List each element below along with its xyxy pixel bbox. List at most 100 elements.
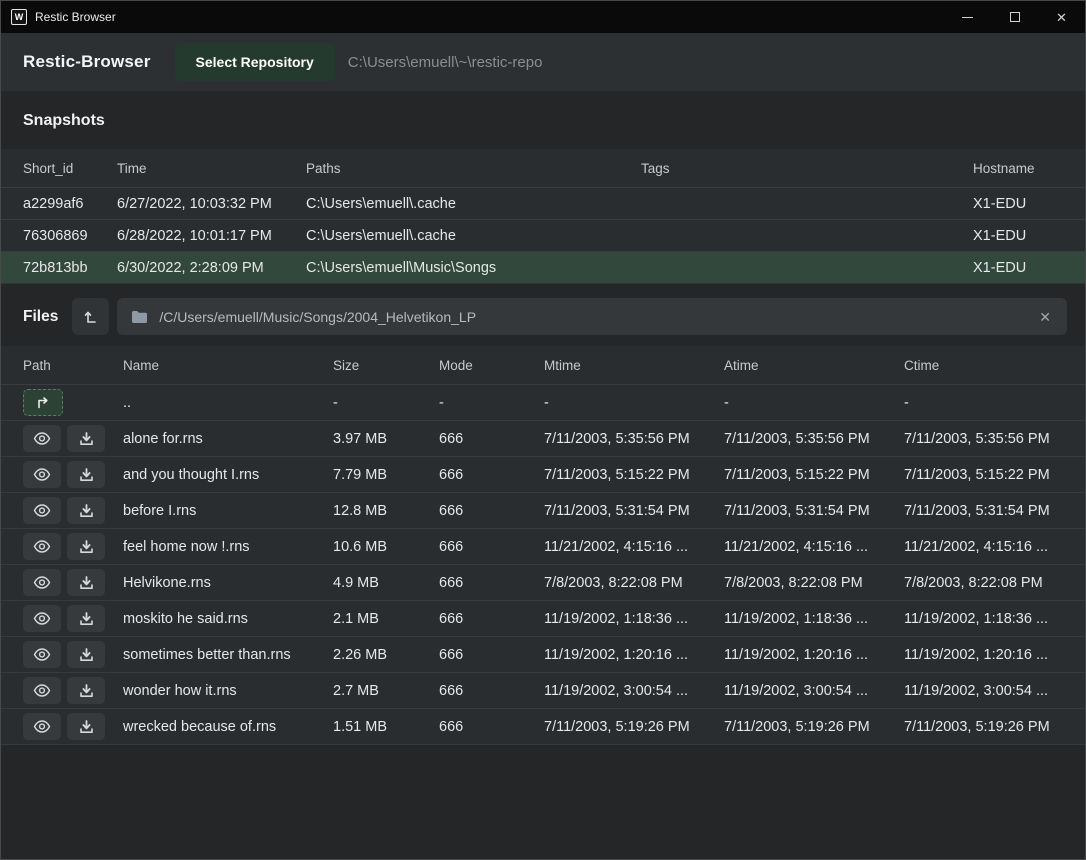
preview-file-button[interactable] (23, 497, 61, 524)
file-mode: 666 (439, 467, 544, 483)
column-header-size[interactable]: Size (333, 358, 439, 373)
file-row[interactable]: alone for.rns 3.97 MB 666 7/11/2003, 5:3… (1, 421, 1085, 457)
preview-file-button[interactable] (23, 569, 61, 596)
download-file-button[interactable] (67, 605, 105, 632)
file-mtime: 7/11/2003, 5:15:22 PM (544, 467, 724, 483)
file-row[interactable]: wrecked because of.rns 1.51 MB 666 7/11/… (1, 709, 1085, 745)
column-header-tags[interactable]: Tags (641, 161, 973, 176)
file-row-actions (23, 641, 123, 668)
file-mtime: 7/11/2003, 5:35:56 PM (544, 431, 724, 447)
download-file-button[interactable] (67, 497, 105, 524)
select-repository-button[interactable]: Select Repository (175, 43, 335, 81)
file-atime: 7/8/2003, 8:22:08 PM (724, 575, 904, 591)
column-header-paths[interactable]: Paths (306, 161, 641, 176)
maximize-button[interactable] (991, 1, 1038, 33)
file-mtime: 7/11/2003, 5:19:26 PM (544, 719, 724, 735)
column-header-ctime[interactable]: Ctime (904, 358, 1063, 373)
snapshot-paths: C:\Users\emuell\.cache (306, 228, 641, 244)
file-atime: 11/19/2002, 3:00:54 ... (724, 683, 904, 699)
snapshot-row[interactable]: 76306869 6/28/2022, 10:01:17 PM C:\Users… (1, 220, 1085, 252)
file-atime: 11/19/2002, 1:18:36 ... (724, 611, 904, 627)
file-row[interactable]: wonder how it.rns 2.7 MB 666 11/19/2002,… (1, 673, 1085, 709)
file-mtime: 11/21/2002, 4:15:16 ... (544, 539, 724, 555)
file-size: 3.97 MB (333, 431, 439, 447)
clear-path-button[interactable]: ✕ (1037, 306, 1053, 328)
app-window: W Restic Browser ✕ Restic-Browser Select… (0, 0, 1086, 860)
eye-icon (33, 720, 51, 733)
file-ctime: 7/11/2003, 5:15:22 PM (904, 467, 1063, 483)
preview-file-button[interactable] (23, 461, 61, 488)
file-ctime: 7/11/2003, 5:35:56 PM (904, 431, 1063, 447)
column-header-time[interactable]: Time (117, 161, 306, 176)
preview-file-button[interactable] (23, 677, 61, 704)
column-header-hostname[interactable]: Hostname (973, 161, 1063, 176)
file-name: alone for.rns (123, 431, 333, 447)
titlebar: W Restic Browser ✕ (1, 1, 1085, 33)
files-table-header: Path Name Size Mode Mtime Atime Ctime (1, 346, 1085, 385)
snapshots-section-title: Snapshots (1, 91, 1085, 149)
file-row[interactable]: moskito he said.rns 2.1 MB 666 11/19/200… (1, 601, 1085, 637)
folder-icon (131, 310, 148, 324)
files-table: Path Name Size Mode Mtime Atime Ctime (1, 346, 1085, 745)
file-mtime: 7/11/2003, 5:31:54 PM (544, 503, 724, 519)
column-header-mtime[interactable]: Mtime (544, 358, 724, 373)
download-file-button[interactable] (67, 677, 105, 704)
file-row[interactable]: feel home now !.rns 10.6 MB 666 11/21/20… (1, 529, 1085, 565)
file-row[interactable]: before I.rns 12.8 MB 666 7/11/2003, 5:31… (1, 493, 1085, 529)
file-mtime: 11/19/2002, 3:00:54 ... (544, 683, 724, 699)
maximize-icon (1010, 12, 1020, 22)
file-row[interactable]: sometimes better than.rns 2.26 MB 666 11… (1, 637, 1085, 673)
file-row-actions (23, 461, 123, 488)
eye-icon (33, 576, 51, 589)
download-file-button[interactable] (67, 533, 105, 560)
file-row[interactable]: .. - - - - - (1, 385, 1085, 421)
file-row[interactable]: and you thought I.rns 7.79 MB 666 7/11/2… (1, 457, 1085, 493)
snapshot-row[interactable]: a2299af6 6/27/2022, 10:03:32 PM C:\Users… (1, 188, 1085, 220)
snapshot-row[interactable]: 72b813bb 6/30/2022, 2:28:09 PM C:\Users\… (1, 252, 1085, 284)
file-ctime: 7/11/2003, 5:31:54 PM (904, 503, 1063, 519)
preview-file-button[interactable] (23, 713, 61, 740)
preview-file-button[interactable] (23, 533, 61, 560)
up-directory-button[interactable] (72, 298, 109, 335)
file-mode: - (439, 395, 544, 411)
file-row[interactable]: Helvikone.rns 4.9 MB 666 7/8/2003, 8:22:… (1, 565, 1085, 601)
column-header-atime[interactable]: Atime (724, 358, 904, 373)
window-controls: ✕ (944, 1, 1085, 33)
column-header-path[interactable]: Path (23, 358, 123, 373)
download-file-button[interactable] (67, 641, 105, 668)
preview-file-button[interactable] (23, 425, 61, 452)
column-header-short-id[interactable]: Short_id (23, 161, 117, 176)
eye-icon (33, 504, 51, 517)
file-size: 2.1 MB (333, 611, 439, 627)
column-header-name[interactable]: Name (123, 358, 333, 373)
file-row-actions (23, 389, 123, 416)
snapshot-time: 6/28/2022, 10:01:17 PM (117, 228, 306, 244)
file-ctime: 11/19/2002, 1:18:36 ... (904, 611, 1063, 627)
file-mode: 666 (439, 611, 544, 627)
download-icon (79, 648, 94, 662)
download-file-button[interactable] (67, 425, 105, 452)
minimize-button[interactable] (944, 1, 991, 33)
snapshot-paths: C:\Users\emuell\Music\Songs (306, 260, 641, 276)
repository-path: C:\Users\emuell\~\restic-repo (348, 54, 543, 71)
download-file-button[interactable] (67, 713, 105, 740)
download-icon (79, 576, 94, 590)
eye-icon (33, 540, 51, 553)
download-file-button[interactable] (67, 569, 105, 596)
file-size: - (333, 395, 439, 411)
file-size: 4.9 MB (333, 575, 439, 591)
go-to-parent-button[interactable] (23, 389, 63, 416)
close-button[interactable]: ✕ (1038, 1, 1085, 33)
download-icon (79, 540, 94, 554)
file-atime: 11/21/2002, 4:15:16 ... (724, 539, 904, 555)
column-header-mode[interactable]: Mode (439, 358, 544, 373)
preview-file-button[interactable] (23, 641, 61, 668)
file-atime: 7/11/2003, 5:19:26 PM (724, 719, 904, 735)
eye-icon (33, 432, 51, 445)
preview-file-button[interactable] (23, 605, 61, 632)
download-file-button[interactable] (67, 461, 105, 488)
snapshot-short-id: 76306869 (23, 228, 117, 244)
file-path-bar[interactable]: /C/Users/emuell/Music/Songs/2004_Helveti… (117, 298, 1067, 335)
eye-icon (33, 648, 51, 661)
app-title: Restic-Browser (23, 52, 151, 72)
